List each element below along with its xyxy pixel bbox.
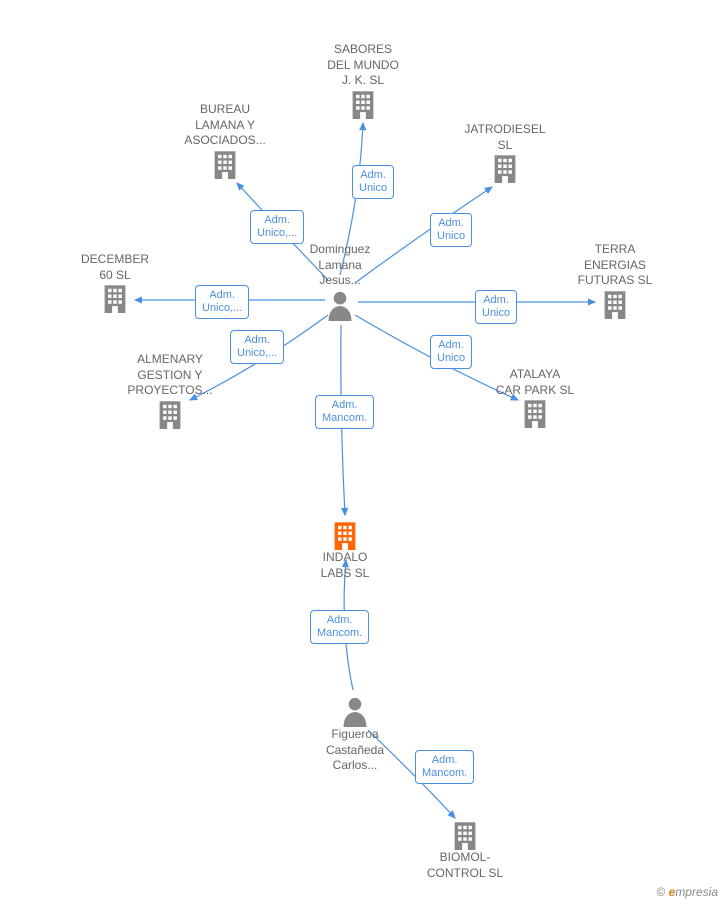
node-almenary: ALMENARY GESTION Y PROYECTOS... bbox=[120, 352, 220, 429]
building-icon bbox=[521, 398, 549, 428]
edge-label: Adm. Unico bbox=[352, 165, 394, 199]
node-label: ALMENARY GESTION Y PROYECTOS... bbox=[120, 352, 220, 399]
edge-label: Adm. Mancom. bbox=[315, 395, 374, 429]
node-december: DECEMBER 60 SL bbox=[65, 252, 165, 313]
building-icon bbox=[601, 289, 629, 319]
node-biomol: BIOMOL- CONTROL SL bbox=[415, 820, 515, 881]
node-indalo: INDALO LABS SL bbox=[295, 520, 395, 581]
edge-label: Adm. Unico,... bbox=[195, 285, 249, 319]
edge-label: Adm. Unico bbox=[430, 213, 472, 247]
node-label: JATRODIESEL SL bbox=[455, 122, 555, 153]
node-sabores: SABORES DEL MUNDO J. K. SL bbox=[313, 42, 413, 119]
building-icon bbox=[101, 283, 129, 313]
node-label: TERRA ENERGIAS FUTURAS SL bbox=[565, 242, 665, 289]
node-label: BUREAU LAMANA Y ASOCIADOS... bbox=[175, 102, 275, 149]
node-jatro: JATRODIESEL SL bbox=[455, 122, 555, 183]
node-dominguez: Dominguez Lamana Jesus... bbox=[290, 242, 390, 321]
person-icon bbox=[326, 289, 354, 321]
edge-label: Adm. Unico bbox=[430, 335, 472, 369]
copyright-symbol: © bbox=[656, 885, 665, 899]
node-label: DECEMBER 60 SL bbox=[65, 252, 165, 283]
node-label: BIOMOL- CONTROL SL bbox=[415, 850, 515, 881]
building-icon bbox=[451, 820, 479, 850]
node-label: Dominguez Lamana Jesus... bbox=[290, 242, 390, 289]
building-icon bbox=[349, 89, 377, 119]
copyright: © empresia bbox=[656, 885, 718, 899]
edge-label: Adm. Unico bbox=[475, 290, 517, 324]
building-icon bbox=[331, 520, 359, 550]
node-atalaya: ATALAYA CAR PARK SL bbox=[485, 367, 585, 428]
person-icon bbox=[341, 695, 369, 727]
building-icon bbox=[211, 149, 239, 179]
building-icon bbox=[156, 399, 184, 429]
node-label: Figueroa Castañeda Carlos... bbox=[305, 727, 405, 774]
edge-label: Adm. Unico,... bbox=[250, 210, 304, 244]
node-label: INDALO LABS SL bbox=[295, 550, 395, 581]
edge-label: Adm. Mancom. bbox=[415, 750, 474, 784]
node-figueroa: Figueroa Castañeda Carlos... bbox=[305, 695, 405, 774]
edge-label: Adm. Mancom. bbox=[310, 610, 369, 644]
node-terra: TERRA ENERGIAS FUTURAS SL bbox=[565, 242, 665, 319]
edge-label: Adm. Unico,... bbox=[230, 330, 284, 364]
node-bureau: BUREAU LAMANA Y ASOCIADOS... bbox=[175, 102, 275, 179]
building-icon bbox=[491, 153, 519, 183]
node-label: SABORES DEL MUNDO J. K. SL bbox=[313, 42, 413, 89]
node-label: ATALAYA CAR PARK SL bbox=[485, 367, 585, 398]
brand-rest: mpresia bbox=[675, 885, 718, 899]
